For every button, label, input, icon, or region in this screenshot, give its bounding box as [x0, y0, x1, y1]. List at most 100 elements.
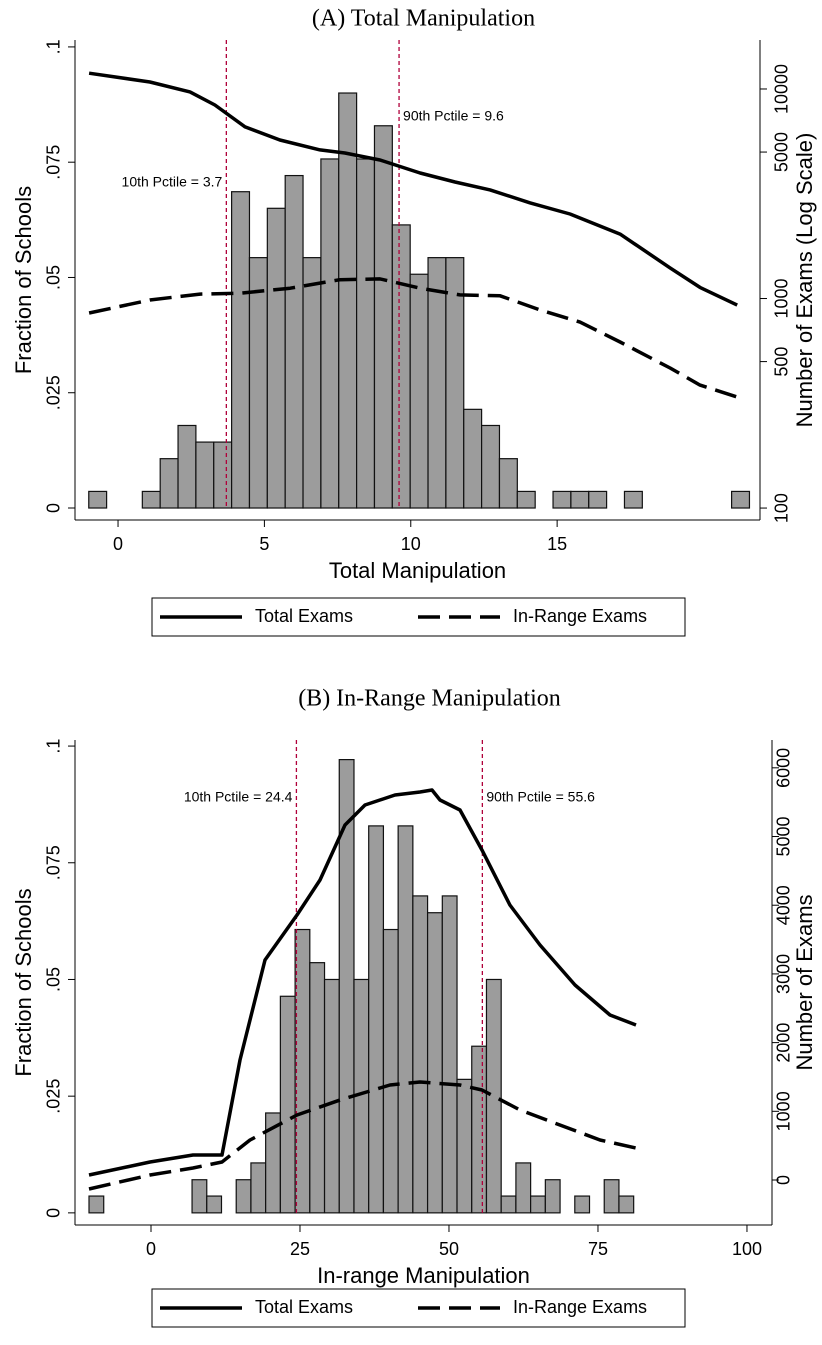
chart-panel: (A) Total Manipulation 10th Pctile = 3.7 9…	[11, 6, 817, 637]
bar	[266, 207, 286, 509]
bar	[427, 257, 447, 509]
bar	[426, 912, 443, 1214]
x-axis-title: In-range Manipulation	[317, 1263, 530, 1288]
bar	[530, 1195, 546, 1214]
bar	[309, 962, 326, 1214]
y2-tick-label: 10000	[772, 64, 792, 114]
bar	[88, 490, 108, 509]
y-tick-label: .05	[44, 265, 64, 290]
bar	[515, 1162, 532, 1214]
bar	[279, 995, 296, 1214]
bar	[368, 825, 385, 1214]
y2-axis-title: Number of Exams	[792, 894, 817, 1070]
bar	[623, 490, 643, 509]
y-tick-label: 0	[44, 1208, 64, 1218]
x-tick-label: 25	[290, 1239, 310, 1259]
x-tick-label: 0	[113, 534, 123, 554]
bar	[570, 490, 590, 509]
bar	[456, 1078, 473, 1214]
bar	[356, 158, 376, 509]
bar	[471, 1045, 488, 1214]
bar	[441, 895, 458, 1214]
annotation: 90th Pctile = 55.6	[486, 789, 595, 805]
y-axis-title: Fraction of Schools	[11, 888, 36, 1076]
y2-tick-label: 0	[774, 1175, 794, 1185]
bar	[412, 895, 429, 1214]
bar	[195, 441, 215, 509]
bar	[588, 490, 608, 509]
bar	[544, 1179, 561, 1214]
y2-tick-label: 2000	[774, 1023, 794, 1063]
chart-panel: (B) In-Range Manipulation 10th Pctile = 2…	[11, 686, 817, 1328]
bar	[409, 273, 429, 509]
y2-axis-title: Number of Exams (Log Scale)	[792, 133, 817, 428]
y-tick-label: .025	[44, 375, 64, 410]
x-tick-label: 100	[732, 1239, 762, 1259]
bar	[323, 978, 340, 1214]
bar	[382, 928, 399, 1214]
legend-label: Total Exams	[255, 606, 353, 626]
annotation: 10th Pctile = 24.4	[184, 789, 293, 805]
bar	[302, 257, 322, 509]
bar	[206, 1195, 223, 1214]
bar	[320, 158, 340, 509]
y-tick-label: .075	[44, 145, 64, 180]
bar	[391, 224, 411, 509]
x-tick-label: 5	[259, 534, 269, 554]
y2-tick-label: 3000	[774, 954, 794, 994]
y2-tick-label: 100	[772, 493, 792, 523]
bar	[284, 174, 304, 509]
series-line	[88, 788, 637, 1177]
bar	[445, 257, 465, 509]
bar	[231, 191, 251, 509]
series-line	[88, 277, 738, 399]
x-tick-label: 0	[146, 1239, 156, 1259]
bar	[213, 441, 233, 509]
series-line	[88, 71, 738, 307]
bar	[516, 490, 536, 509]
bar	[88, 1195, 105, 1214]
series-line	[88, 1080, 637, 1191]
bar	[552, 490, 572, 509]
y2-tick-label: 1000	[774, 1091, 794, 1131]
x-tick-label: 10	[401, 534, 421, 554]
bar	[485, 978, 502, 1214]
legend-label: In-Range Exams	[513, 1297, 647, 1317]
bar	[397, 825, 414, 1214]
x-axis-title: Total Manipulation	[329, 558, 506, 583]
y-tick-label: .05	[44, 967, 64, 992]
y2-tick-label: 1000	[772, 278, 792, 318]
annotation: 90th Pctile = 9.6	[403, 108, 504, 124]
y-tick-label: 0	[44, 503, 64, 513]
y-tick-label: .1	[44, 739, 64, 754]
y2-tick-label: 4000	[774, 885, 794, 925]
bar	[248, 257, 268, 509]
bar	[618, 1195, 635, 1214]
x-tick-label: 75	[588, 1239, 608, 1259]
bar	[373, 125, 393, 509]
bar	[500, 1195, 517, 1214]
bar	[250, 1162, 267, 1214]
bar	[159, 458, 179, 509]
y-tick-label: .1	[44, 39, 64, 54]
legend-label: In-Range Exams	[513, 606, 647, 626]
bar	[603, 1179, 620, 1214]
bar	[498, 458, 518, 509]
bar	[574, 1195, 591, 1214]
y-axis-title: Fraction of Schools	[11, 186, 36, 374]
bar	[294, 928, 311, 1214]
bar	[177, 424, 197, 509]
bar	[235, 1179, 252, 1214]
y2-tick-label: 6000	[774, 748, 794, 788]
y-tick-label: .025	[44, 1079, 64, 1114]
legend-label: Total Exams	[255, 1297, 353, 1317]
bar	[481, 424, 501, 509]
bar	[731, 490, 751, 509]
bar	[141, 490, 161, 509]
chart-title: (A) Total Manipulation	[312, 6, 535, 32]
bar	[463, 408, 483, 509]
y-tick-label: .075	[44, 845, 64, 880]
annotation: 10th Pctile = 3.7	[122, 174, 223, 190]
y2-tick-label: 5000	[772, 132, 792, 172]
